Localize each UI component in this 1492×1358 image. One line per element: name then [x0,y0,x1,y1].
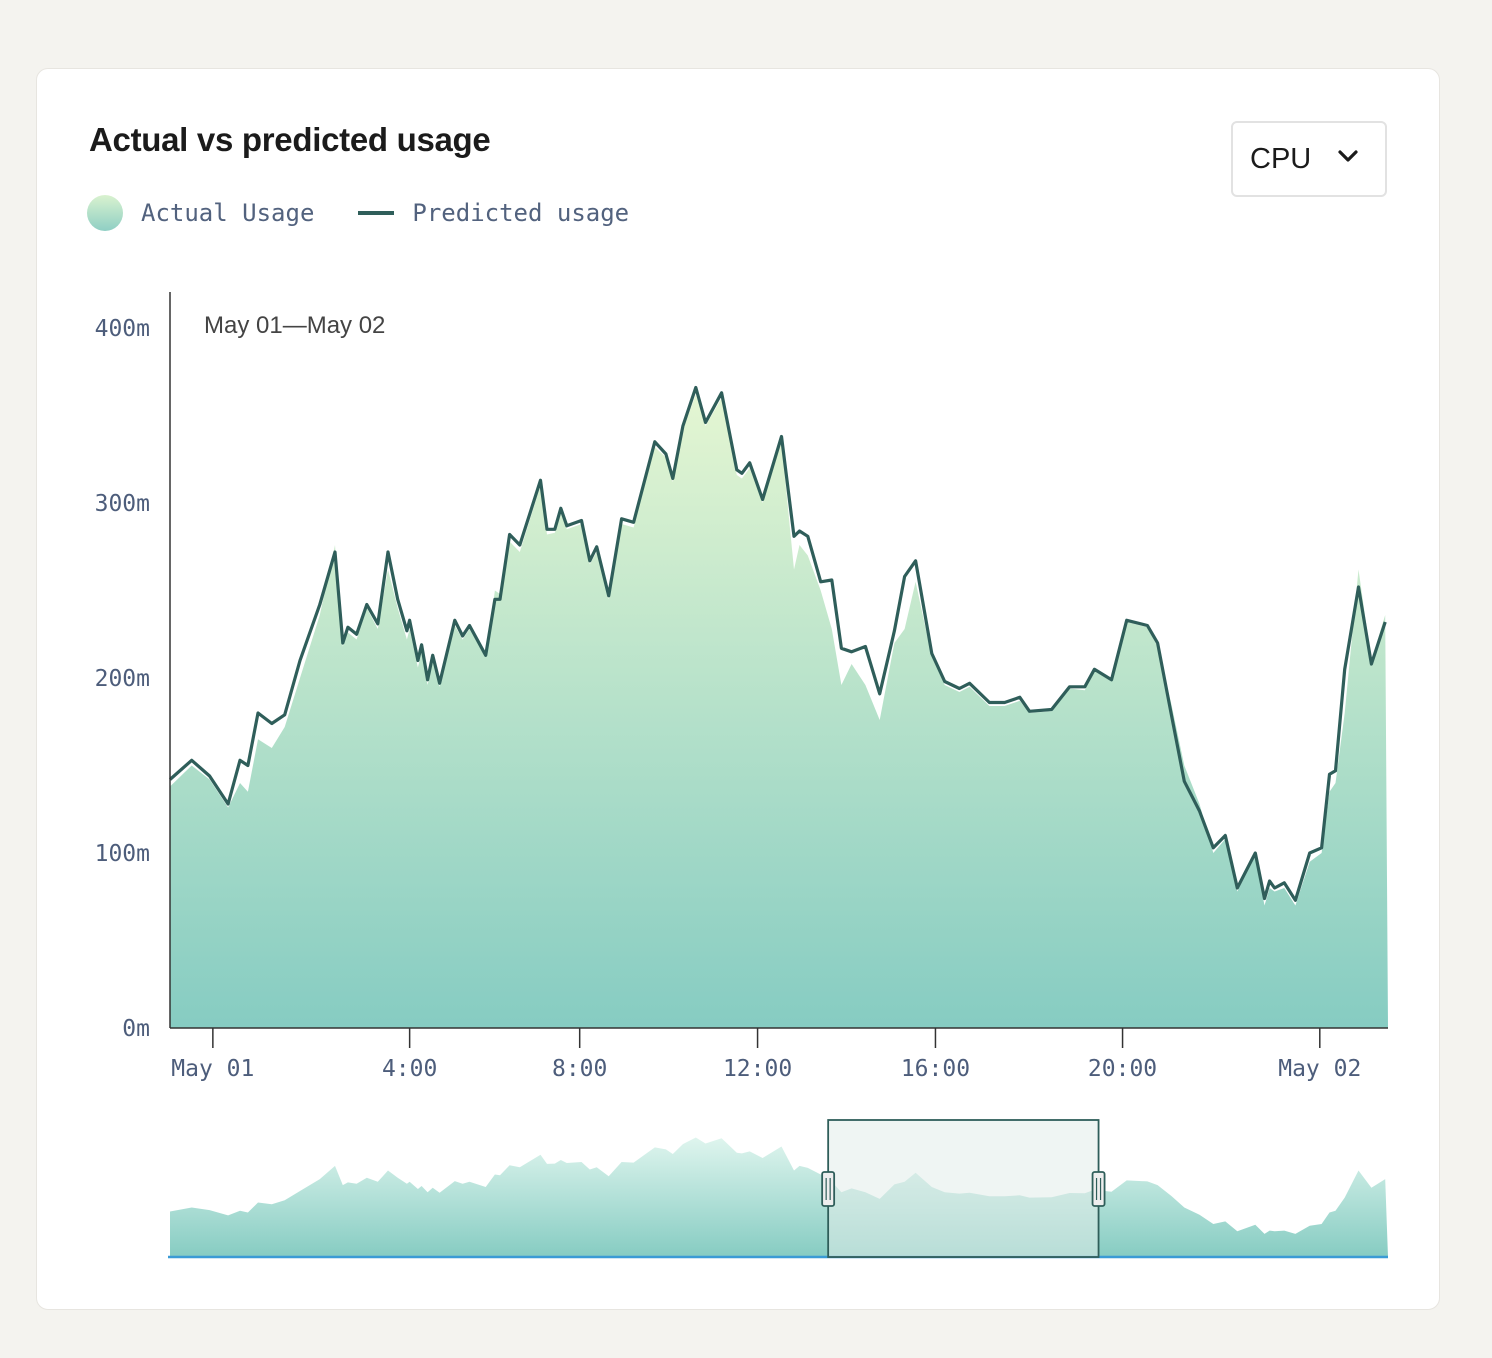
x-tick-label: 12:00 [723,1056,792,1082]
y-tick-label: 0m [122,1016,150,1042]
navigator-area [170,1137,1388,1257]
metric-select-value: CPU [1250,142,1312,175]
x-tick-label: 4:00 [382,1056,437,1082]
metric-select[interactable]: CPU [1231,121,1387,197]
x-tick-label: May 01 [171,1056,254,1082]
navigator-handle-right[interactable] [1091,1171,1106,1207]
chevron-down-icon [1338,150,1358,162]
x-tick-label: 16:00 [901,1056,970,1082]
legend-actual-label[interactable]: Actual Usage [141,199,315,227]
x-tick-label: 8:00 [552,1056,607,1082]
legend: Actual Usage Predicted usage [87,195,629,231]
navigator-handle-left[interactable] [821,1171,836,1207]
legend-predicted-line-icon [358,211,395,215]
x-tick-label: 20:00 [1088,1056,1157,1082]
y-tick-label: 400m [95,316,150,342]
legend-predicted-label[interactable]: Predicted usage [412,199,630,227]
legend-actual-swatch-icon [87,195,123,231]
actual-usage-area [170,394,1388,1028]
usage-card: Actual vs predicted usage Actual Usage P… [36,68,1440,1310]
y-tick-label: 300m [95,491,150,517]
x-tick-label: May 02 [1278,1056,1361,1082]
range-label: May 01—May 02 [204,312,385,339]
navigator-selection [827,1119,1100,1258]
y-tick-label: 200m [95,666,150,692]
y-tick-label: 100m [95,841,150,867]
predicted-usage-line [168,385,1387,902]
chart-title: Actual vs predicted usage [89,121,491,158]
